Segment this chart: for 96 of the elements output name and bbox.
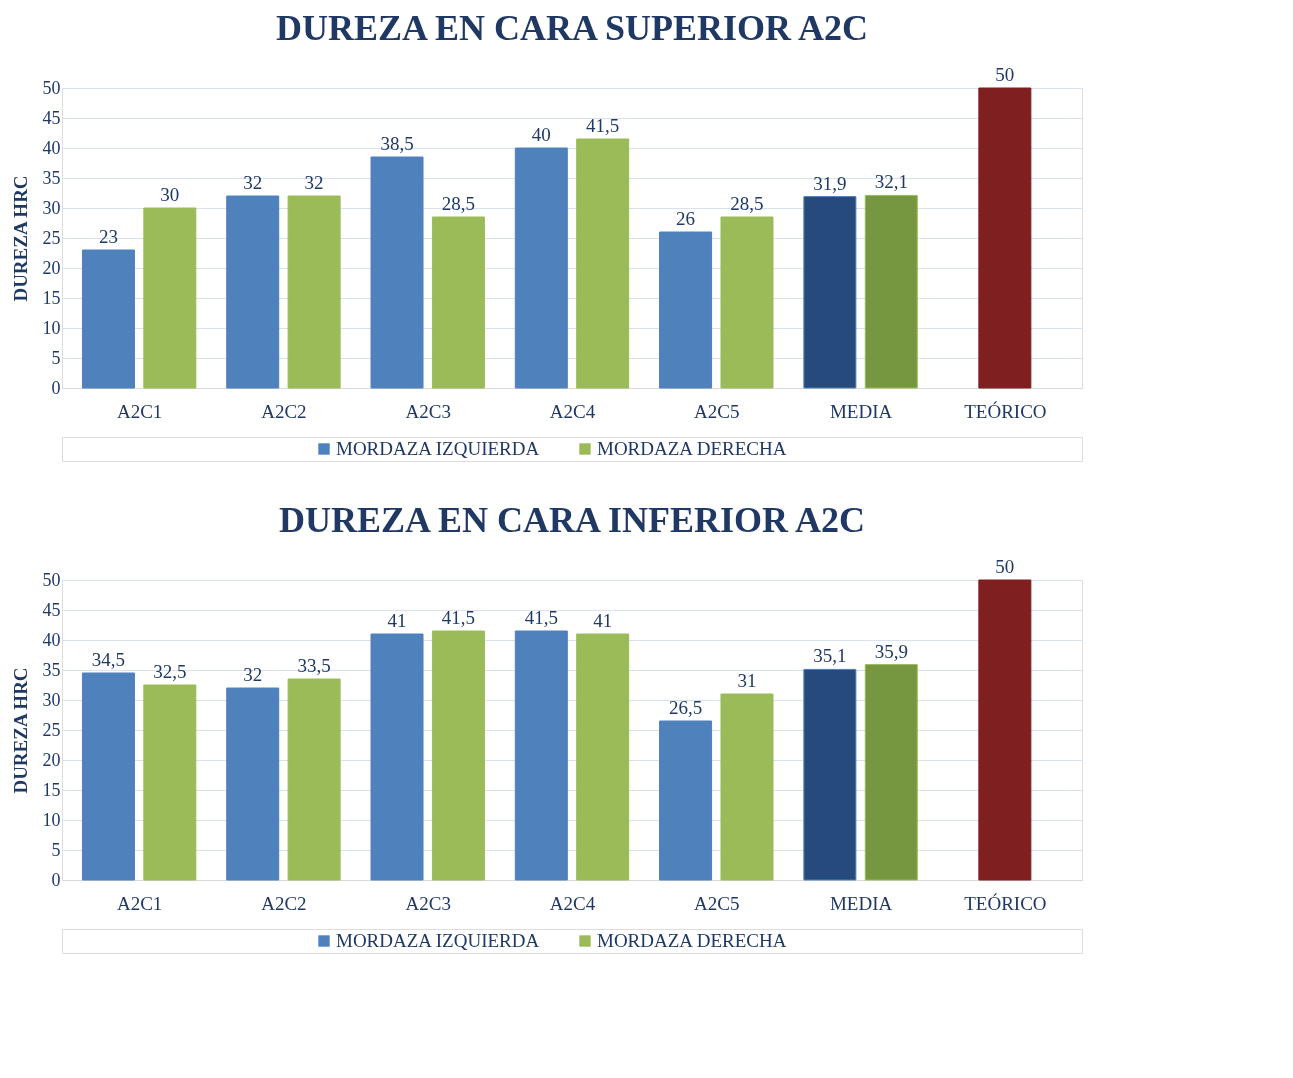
- data-label: 35,1: [813, 645, 847, 667]
- y-tick-label: 0: [51, 869, 61, 890]
- data-label: 33,5: [297, 655, 331, 676]
- y-tick-label: 10: [42, 809, 61, 830]
- x-tick-label: A2C5: [694, 400, 740, 422]
- bar: [226, 687, 280, 881]
- chart-title: DUREZA EN CARA SUPERIOR A2C: [275, 8, 869, 48]
- bar: [576, 138, 630, 389]
- y-tick-label: 30: [42, 197, 61, 218]
- y-tick-label: 30: [42, 689, 61, 710]
- bar: [81, 249, 135, 389]
- data-label: 32: [304, 172, 324, 193]
- y-tick-label: 50: [42, 77, 61, 98]
- data-label: 31: [737, 670, 757, 691]
- y-tick-label: 45: [42, 107, 61, 128]
- y-tick-label: 40: [42, 137, 61, 158]
- data-label: 34,5: [91, 649, 126, 670]
- data-label: 38,5: [380, 133, 414, 154]
- x-tick-label: MEDIA: [829, 892, 893, 914]
- x-tick-label: A2C2: [261, 892, 307, 914]
- data-label: 32: [243, 664, 263, 685]
- data-label: 50: [995, 64, 1015, 85]
- bar: [720, 693, 774, 881]
- bar: [287, 678, 341, 881]
- x-tick-label: A2C4: [549, 400, 596, 422]
- bar: [514, 147, 568, 389]
- data-label: 32: [243, 172, 263, 193]
- bar: [431, 630, 485, 881]
- y-tick-label: 25: [42, 719, 61, 740]
- bar: [720, 216, 774, 389]
- data-label: 41: [387, 610, 407, 631]
- legend-label: MORDAZA IZQUIERDA: [336, 438, 540, 459]
- bar: [143, 207, 197, 389]
- y-tick-label: 5: [51, 839, 61, 860]
- bar: [864, 664, 918, 881]
- y-tick-label: 45: [42, 599, 61, 620]
- data-label: 50: [995, 556, 1015, 577]
- bar: [81, 672, 135, 881]
- data-label: 41,5: [441, 607, 476, 628]
- x-tick-label: A2C2: [261, 400, 307, 422]
- bar: [803, 668, 857, 881]
- data-label: 28,5: [441, 193, 476, 214]
- x-tick-label: A2C5: [694, 892, 740, 914]
- bar: [370, 156, 424, 389]
- x-tick-label: MEDIA: [829, 400, 893, 422]
- bar: [431, 216, 485, 389]
- bar: [978, 87, 1032, 389]
- data-label: 40: [531, 124, 551, 145]
- bar: [514, 630, 568, 881]
- x-tick-label: A2C1: [116, 892, 163, 914]
- data-label: 28,5: [730, 193, 764, 214]
- x-tick-label: TEÓRICO: [964, 400, 1047, 422]
- data-label: 32,1: [874, 171, 908, 193]
- y-tick-label: 10: [42, 317, 61, 338]
- legend-label: MORDAZA DERECHA: [597, 438, 787, 459]
- data-label: 41,5: [524, 607, 558, 628]
- bar: [659, 231, 713, 389]
- bar: [978, 579, 1032, 881]
- chart-title: DUREZA EN CARA INFERIOR A2C: [278, 500, 866, 540]
- y-tick-label: 15: [42, 287, 61, 308]
- data-label: 32,5: [153, 661, 187, 682]
- legend-label: MORDAZA IZQUIERDA: [336, 930, 540, 951]
- y-axis-title: DUREZA HRC: [9, 175, 31, 302]
- data-label: 26: [676, 208, 696, 229]
- y-axis-title: DUREZA HRC: [9, 667, 31, 794]
- legend-label: MORDAZA DERECHA: [597, 930, 787, 951]
- x-tick-label: A2C3: [405, 400, 451, 422]
- y-tick-label: 25: [42, 227, 61, 248]
- bar: [287, 195, 341, 389]
- bar: [803, 196, 857, 389]
- x-tick-label: A2C1: [116, 400, 163, 422]
- bar: [576, 633, 630, 881]
- bar: [659, 720, 713, 881]
- y-tick-label: 5: [51, 347, 61, 368]
- data-label: 35,9: [874, 640, 908, 662]
- bar: [864, 194, 918, 389]
- data-label: 26,5: [668, 697, 703, 718]
- y-tick-label: 40: [42, 629, 61, 650]
- y-tick-label: 20: [42, 257, 61, 278]
- x-tick-label: A2C3: [405, 892, 451, 914]
- y-tick-label: 35: [42, 659, 61, 680]
- y-tick-label: 20: [42, 749, 61, 770]
- data-label: 23: [98, 226, 118, 247]
- x-tick-label: TEÓRICO: [964, 892, 1047, 914]
- bar: [143, 684, 197, 881]
- data-label: 30: [160, 184, 180, 205]
- y-tick-label: 15: [42, 779, 61, 800]
- x-tick-label: A2C4: [549, 892, 596, 914]
- data-label: 41,5: [586, 115, 620, 136]
- bar: [370, 633, 424, 881]
- y-tick-label: 35: [42, 167, 61, 188]
- y-tick-label: 0: [51, 377, 61, 398]
- bar: [226, 195, 280, 389]
- y-tick-label: 50: [42, 569, 61, 590]
- data-label: 31,9: [813, 172, 847, 194]
- data-label: 41: [593, 610, 613, 631]
